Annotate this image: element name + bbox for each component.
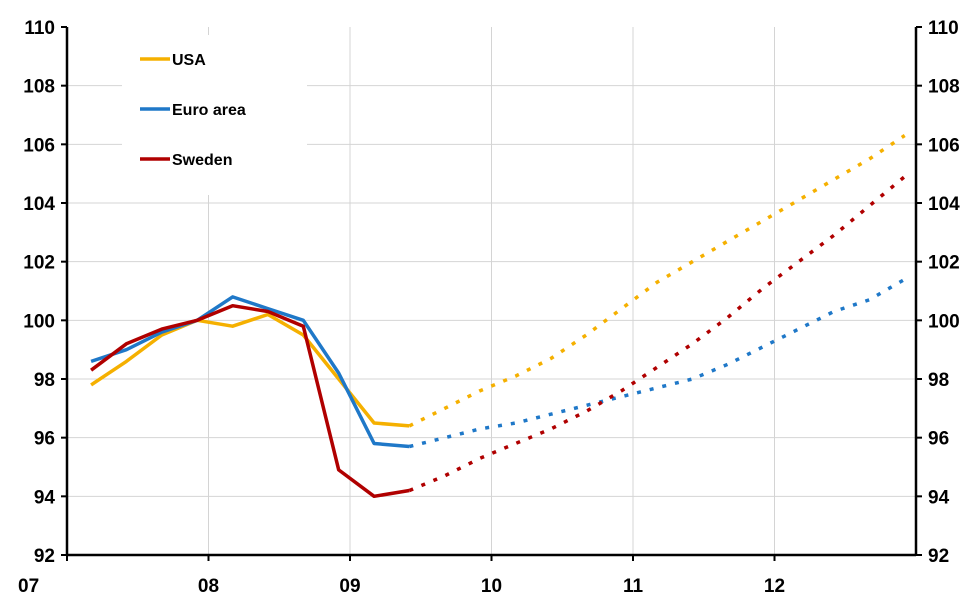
y-tick-label-left: 106 [23,135,55,156]
legend-label-usa: USA [172,52,206,69]
y-tick-label-left: 100 [23,311,55,332]
x-axis-labels: 07 08 09 10 11 12 [18,576,785,597]
y-tick-label-right: 106 [928,135,960,156]
y-tick-label-right: 94 [928,487,950,508]
y-tick-label-right: 98 [928,370,949,391]
y-tick-label-right: 100 [928,311,960,332]
series-line-sweden-actual [90,303,410,499]
y-tick-label-left: 102 [23,253,55,274]
series-line-euro-area-forecast [408,277,906,449]
y-tick-label-right: 108 [928,77,960,98]
series-lines [90,134,906,499]
y-tick-label-left: 110 [24,18,55,39]
y-tick-label-left: 108 [23,77,55,98]
x-tick-label: 10 [481,576,502,597]
x-tick-label: 11 [623,576,644,597]
gridlines [67,27,916,555]
legend-label-euro-area: Euro area [172,102,246,119]
y-tick-label-right: 102 [928,253,960,274]
y-axis-right-labels: 92 94 96 98 100 102 104 106 108 110 [928,18,960,567]
y-axis-left-labels: 92 94 96 98 100 102 104 106 108 110 [23,18,55,567]
y-tick-label-right: 92 [928,546,949,567]
series-line-sweden-forecast [408,175,906,493]
y-tick-label-left: 104 [23,194,55,215]
y-tick-label-left: 98 [34,370,55,391]
x-tick-label: 07 [18,576,39,597]
tick-marks [61,26,922,561]
y-tick-label-right: 104 [928,194,960,215]
series-line-euro-area-actual [90,295,410,449]
x-tick-label: 12 [764,576,785,597]
series-line-usa-forecast [408,134,906,428]
series-line-usa-actual [90,312,410,428]
y-tick-label-left: 92 [34,546,55,567]
legend-label-sweden: Sweden [172,152,232,169]
y-tick-label-right: 96 [928,429,949,450]
y-tick-label-left: 94 [34,487,56,508]
x-tick-label: 09 [339,576,360,597]
legend-background [122,35,307,195]
x-tick-label: 08 [198,576,219,597]
legend: USA Euro area Sweden [122,35,307,195]
y-tick-label-right: 110 [928,18,959,39]
y-tick-label-left: 96 [34,429,55,450]
